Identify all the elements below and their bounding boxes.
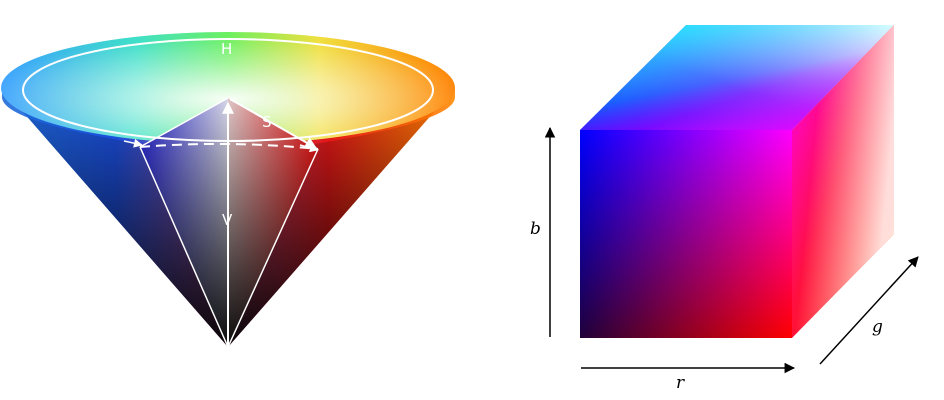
hsv-wedge-left-shadow <box>140 98 228 347</box>
rgb-cube: b r g <box>530 25 919 393</box>
hsv-wedge-right-shadow <box>228 98 318 347</box>
b-axis-label: b <box>530 219 541 239</box>
hue-label: H <box>221 40 232 58</box>
hsv-cone: H S V <box>1 32 455 348</box>
rgb-cube-side-white <box>792 25 894 338</box>
g-axis-arrow <box>819 256 919 365</box>
value-label: V <box>222 211 233 229</box>
rgb-cube-top-magenta <box>580 25 894 130</box>
r-axis-label: r <box>676 373 685 393</box>
hsv-cone-top-whitening <box>1 32 455 144</box>
hue-arrow-left <box>123 138 143 148</box>
saturation-label: S <box>262 113 272 131</box>
g-axis-label: g <box>872 317 883 337</box>
saturation-arrow <box>229 98 318 149</box>
hsv-cone-rim <box>2 88 455 156</box>
rgb-cube-front-shading <box>580 130 792 338</box>
